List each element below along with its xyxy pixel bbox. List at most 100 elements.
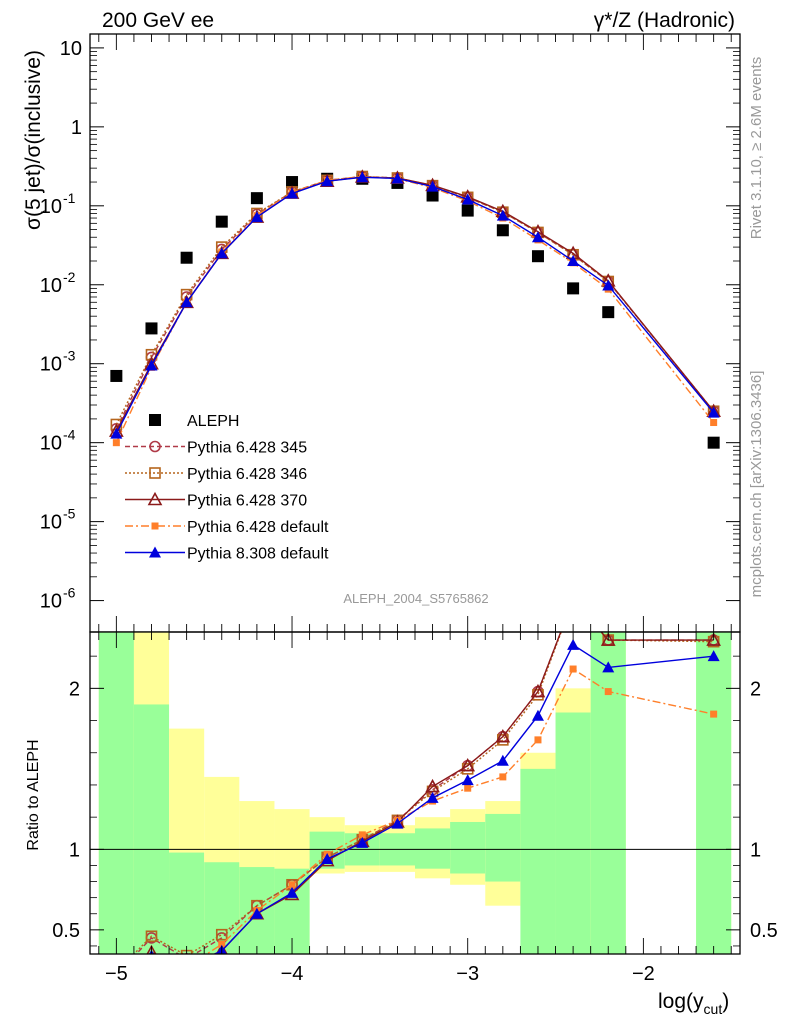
ratio-y-tick-label-right: 2	[750, 678, 761, 700]
ratio-point-pythia-6-428-default	[499, 773, 507, 781]
data-point-pythia-8-308-default	[286, 187, 299, 199]
stat-uncertainty-band	[555, 712, 591, 954]
rivet-version-label: Rivet 3.1.10, ≥ 2.6M events	[748, 57, 765, 240]
stat-uncertainty-band	[696, 632, 732, 954]
ratio-point-pythia-8-308-default	[602, 661, 615, 673]
ratio-y-tick-label-right: 1	[750, 839, 761, 861]
y-tick-label: 10	[40, 591, 62, 613]
ratio-y-tick-label: 2	[69, 678, 80, 700]
ratio-line-pythia-6-428-default	[205, 668, 714, 954]
legend-marker-pythia-6-428-345	[149, 440, 161, 453]
data-point-pythia-8-308-default	[250, 211, 263, 223]
data-point-aleph	[602, 306, 615, 319]
x-tick-label: −2	[632, 963, 655, 985]
y-tick-exponent: -1	[63, 190, 76, 206]
data-point-aleph	[707, 436, 720, 449]
ratio-line-pythia-8-308-default	[213, 643, 714, 954]
legend-label-pythia-6-428-default: Pythia 6.428 default	[187, 519, 329, 536]
data-point-aleph	[461, 204, 474, 217]
data-point-pythia-8-308-default	[707, 406, 720, 418]
data-point-pythia-8-308-default	[391, 172, 404, 184]
ratio-point-pythia-8-308-default	[321, 853, 334, 865]
ratio-point-pythia-6-428-default	[710, 710, 718, 718]
ratio-point-pythia-8-308-default	[391, 817, 404, 829]
ratio-point-pythia-6-428-370	[530, 683, 546, 698]
data-point-pythia-6-428-default	[112, 439, 120, 447]
data-point-aleph	[110, 369, 123, 382]
ratio-point-pythia-6-428-default	[569, 665, 577, 673]
ratio-point-pythia-8-308-default	[356, 836, 369, 848]
ratio-point-pythia-6-428-370	[600, 632, 616, 646]
ratio-point-pythia-6-428-370	[460, 757, 476, 772]
data-point-pythia-8-308-default	[110, 427, 123, 439]
ratio-point-pythia-6-428-default	[604, 688, 612, 696]
legend-marker-pythia-8-308-default	[149, 546, 161, 558]
y-tick-exponent: -4	[63, 427, 76, 443]
plot-title-right: γ*/Z (Hadronic)	[594, 9, 735, 32]
y-tick-label: 10	[40, 354, 62, 376]
x-tick-label: −5	[105, 963, 128, 985]
data-point-aleph	[145, 322, 158, 335]
ratio-point-pythia-6-428-346	[215, 928, 228, 941]
legend-label-aleph: ALEPH	[187, 413, 239, 430]
y-tick-label: 10	[60, 38, 82, 60]
ratio-point-pythia-6-428-370	[567, 594, 579, 605]
data-point-pythia-8-308-default	[567, 254, 580, 266]
ratio-y-axis-label: Ratio to ALEPH	[25, 739, 42, 850]
y-tick-exponent: -3	[63, 348, 76, 364]
analysis-watermark: ALEPH_2004_S5765862	[343, 591, 488, 606]
series-line-pythia-8-308-default	[115, 176, 715, 434]
y-tick-label: 10	[40, 196, 62, 218]
ratio-point-pythia-6-428-default	[534, 736, 542, 744]
series-line-pythia-6-428-default	[115, 175, 715, 443]
ratio-point-pythia-6-428-default	[183, 963, 190, 970]
series-line-pythia-6-428-346	[115, 175, 715, 425]
ratio-point-pythia-6-428-370	[146, 944, 157, 954]
stat-uncertainty-band	[485, 813, 521, 882]
ratio-point-pythia-6-428-345	[568, 595, 578, 605]
data-point-pythia-8-308-default	[602, 279, 615, 291]
mcplots-label: mcplots.cern.ch [arXiv:1306.3436]	[748, 371, 765, 598]
stat-uncertainty-band	[169, 852, 205, 954]
legend-label-pythia-8-308-default: Pythia 8.308 default	[187, 546, 329, 563]
ratio-point-pythia-6-428-default	[288, 881, 296, 889]
legend-label-pythia-6-428-346: Pythia 6.428 346	[187, 466, 307, 483]
data-point-pythia-8-308-default	[461, 193, 474, 205]
ratio-y-tick-label: 1	[69, 839, 80, 861]
data-point-pythia-8-308-default	[180, 296, 193, 308]
ratio-point-pythia-6-428-370	[181, 961, 193, 972]
legend: ALEPH Pythia 6.428 345 Pythia 6.428 346 Pyt…	[125, 413, 329, 563]
data-point-pythia-8-308-default	[426, 180, 439, 192]
data-point-pythia-8-308-default	[145, 359, 158, 371]
ratio-point-pythia-6-428-346	[145, 930, 158, 943]
ratio-point-pythia-6-428-default	[218, 940, 226, 948]
ratio-point-pythia-6-428-default	[464, 784, 472, 792]
x-tick-label: −3	[456, 963, 479, 985]
data-point-aleph	[215, 215, 228, 228]
data-point-aleph	[531, 250, 544, 263]
stat-uncertainty-band	[520, 768, 556, 954]
ratio-point-pythia-8-308-default	[250, 907, 263, 919]
ratio-point-pythia-8-308-default	[286, 886, 299, 898]
ratio-point-pythia-6-428-370	[706, 632, 721, 646]
ratio-point-pythia-6-428-370	[495, 728, 511, 743]
ratio-point-pythia-6-428-default	[148, 955, 155, 962]
x-axis-label: log(ycut)	[658, 990, 729, 1017]
data-point-pythia-8-308-default	[321, 175, 334, 187]
ratio-point-pythia-8-308-default	[567, 638, 580, 650]
ratio-point-pythia-6-428-370	[425, 778, 440, 793]
ratio-curves	[132, 594, 721, 972]
ratio-point-pythia-8-308-default	[531, 709, 544, 721]
ratio-panel: −5 −4 −3 −2 0.5 0.5 1 1 2 2	[52, 594, 778, 985]
ratio-point-pythia-8-308-default	[496, 754, 509, 766]
ratio-y-tick-label: 0.5	[52, 920, 80, 942]
series-line-pythia-6-428-345	[115, 175, 715, 430]
y-tick-label: 10	[40, 433, 62, 455]
data-point-aleph	[496, 224, 509, 237]
plot-title-left: 200 GeV ee	[102, 9, 214, 32]
data-point-pythia-6-428-default	[710, 419, 718, 427]
stat-uncertainty-band	[450, 821, 486, 874]
y-tick-label: 10	[40, 275, 62, 297]
ratio-point-pythia-8-308-default	[461, 774, 474, 786]
